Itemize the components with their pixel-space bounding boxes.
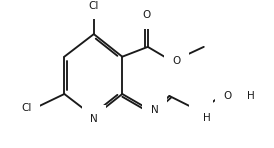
- Text: N: N: [151, 105, 158, 115]
- Text: Cl: Cl: [22, 103, 32, 113]
- Text: H: H: [203, 113, 210, 123]
- Text: N: N: [90, 114, 98, 124]
- Text: N: N: [197, 104, 205, 114]
- Text: O: O: [172, 56, 181, 66]
- Text: H: H: [247, 91, 255, 101]
- Text: Cl: Cl: [89, 1, 99, 11]
- Text: O: O: [223, 91, 232, 101]
- Text: O: O: [143, 11, 151, 20]
